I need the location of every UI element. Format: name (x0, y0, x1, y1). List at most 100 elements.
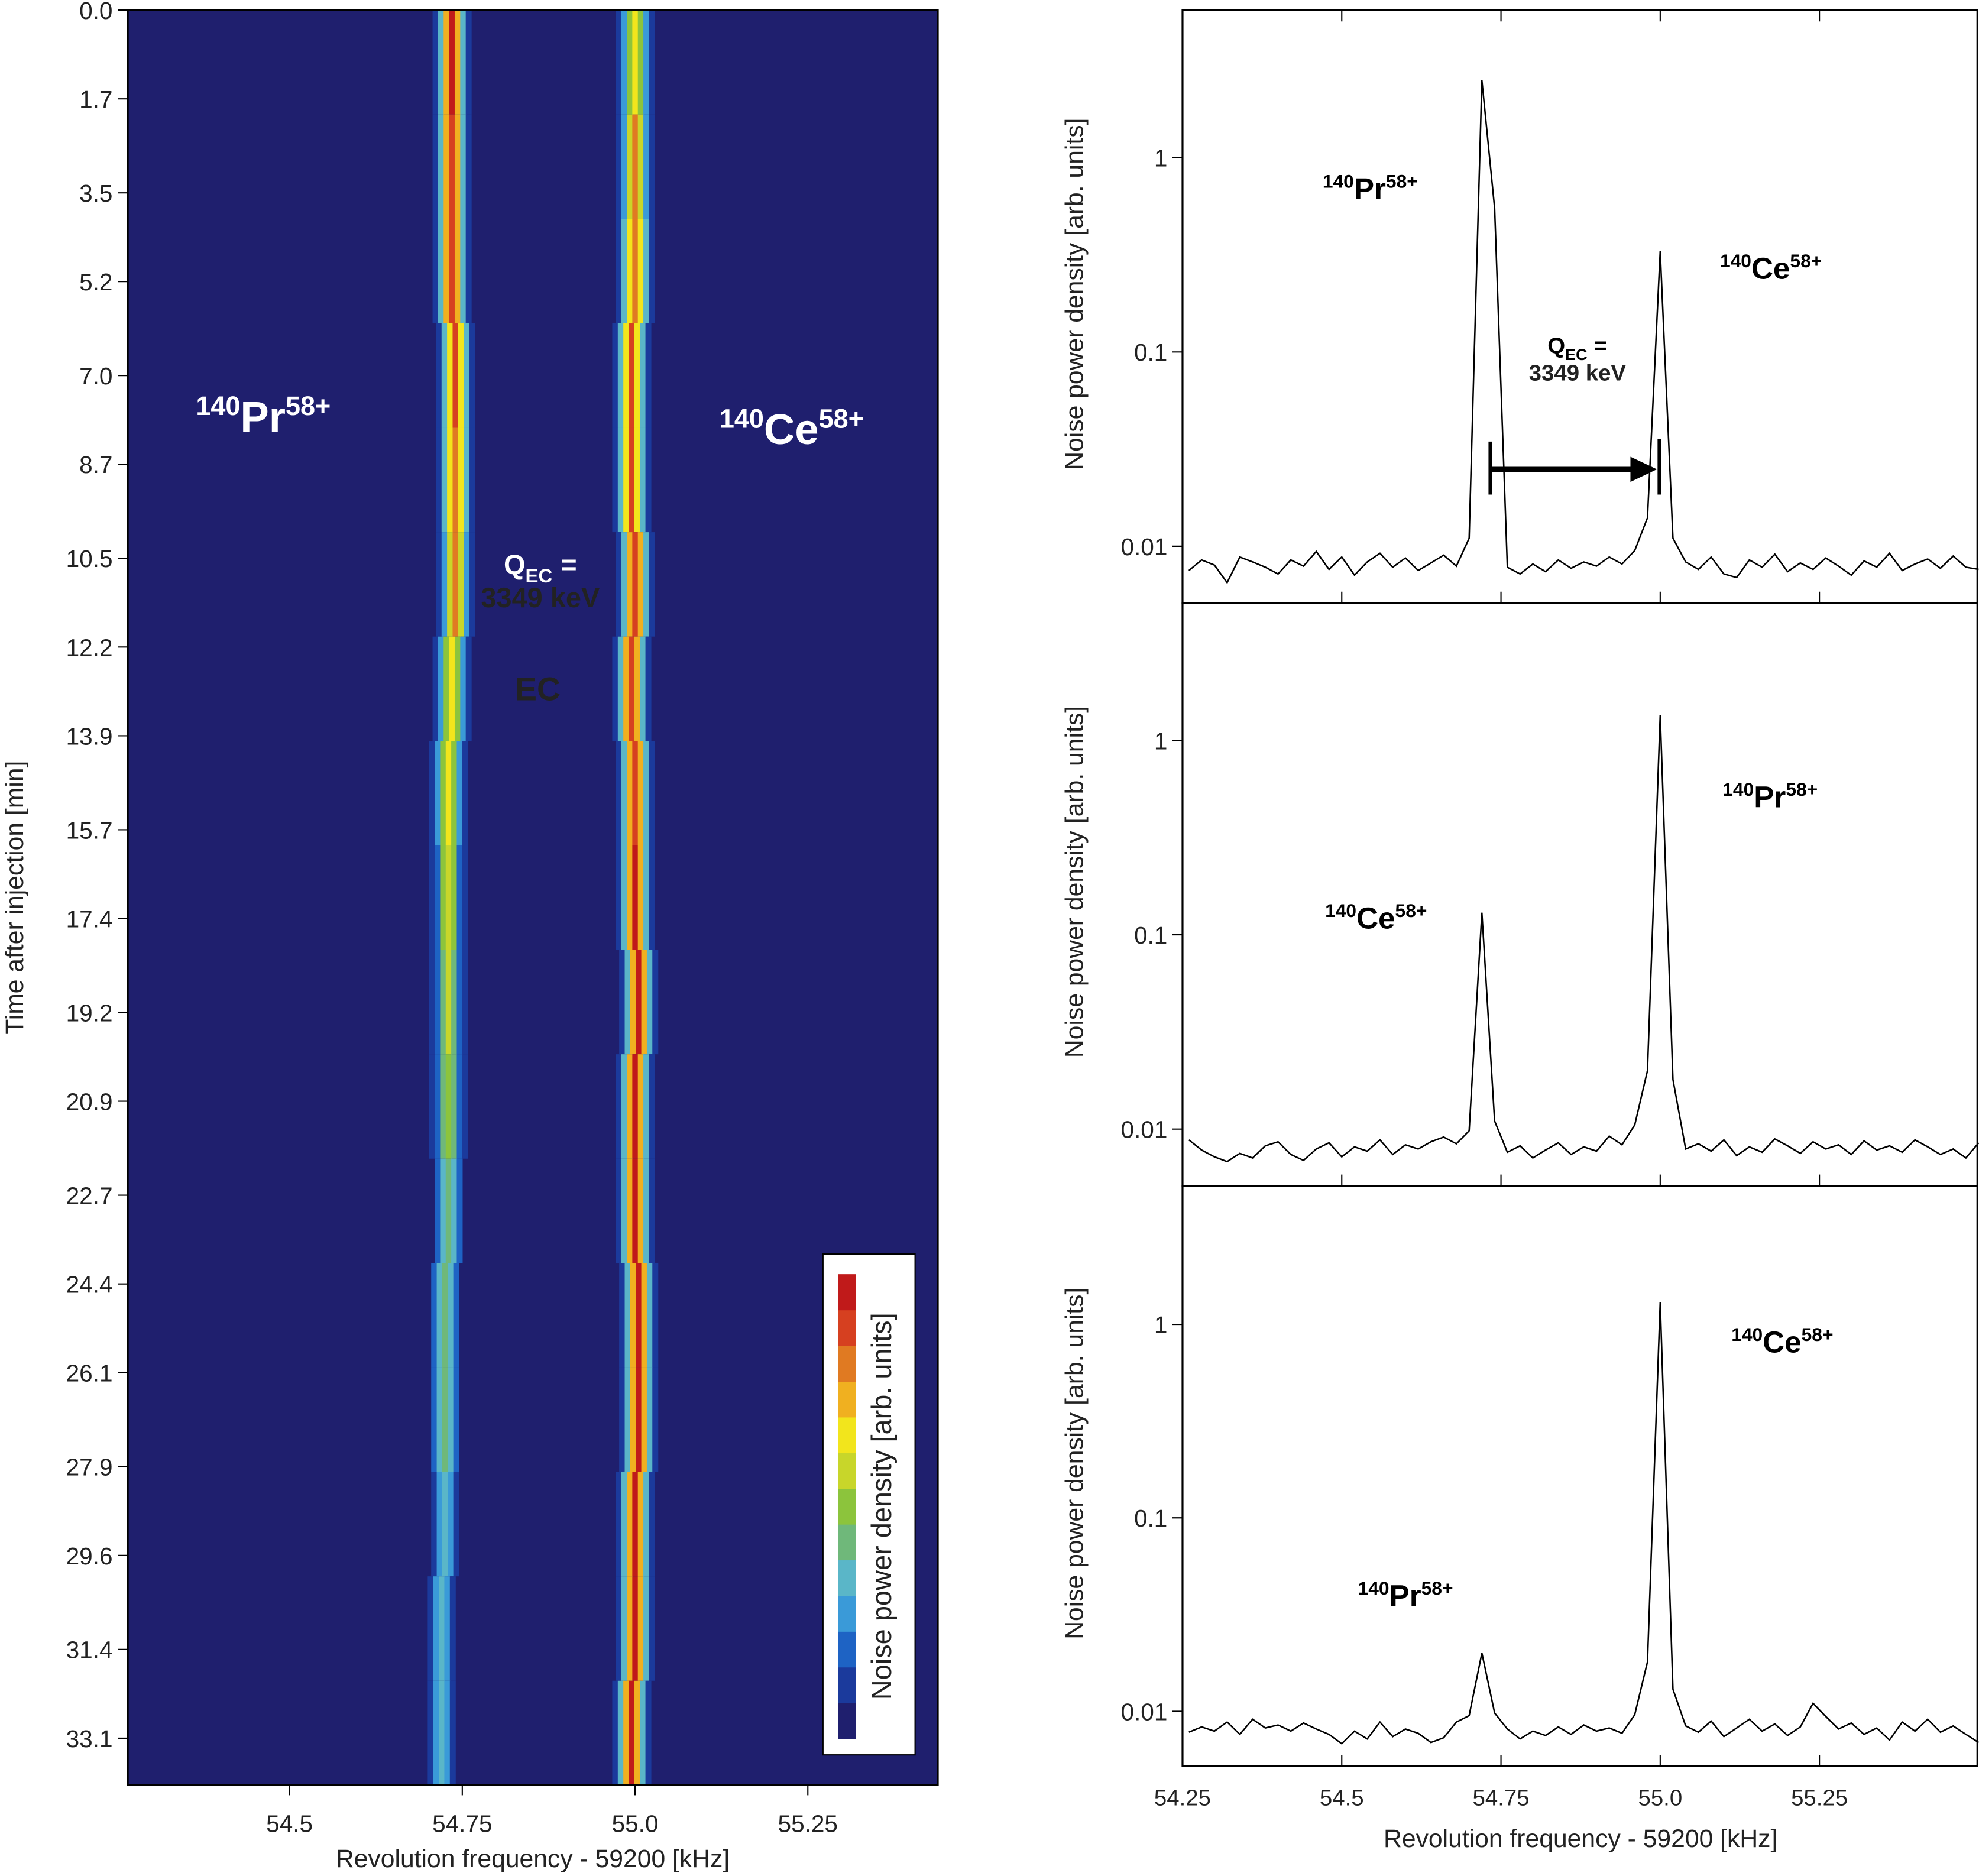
heat-cell (442, 1472, 448, 1577)
q-label: QEC = (1547, 333, 1607, 364)
heat-cell (451, 950, 458, 1055)
heat-cell (652, 1367, 659, 1472)
heat-cell (616, 741, 622, 845)
q-symbol: Q (1547, 333, 1565, 358)
heat-cell (612, 636, 618, 741)
spectrum-line (1188, 715, 1979, 1163)
heat-cell (452, 323, 459, 428)
heat-cell (643, 532, 650, 637)
spectrum-line (1188, 80, 1979, 584)
heat-cell (637, 845, 644, 950)
x-tick-label: 55.25 (1791, 1786, 1848, 1811)
y-tick-label: 8.7 (79, 451, 112, 478)
heat-cell (449, 219, 455, 323)
heat-cell (645, 427, 652, 533)
heat-cell (643, 10, 650, 115)
heat-cell (447, 532, 454, 637)
heat-cell (617, 427, 624, 533)
isotope-label: 140Ce58+ (1325, 900, 1427, 935)
heat-cell (645, 636, 652, 741)
heat-cell (441, 427, 448, 533)
y-tick-label: 26.1 (66, 1360, 113, 1387)
heat-cell (649, 114, 655, 219)
heat-cell (640, 323, 646, 428)
isotope-label: 140Ce58+ (1731, 1324, 1833, 1359)
plot-frame (1181, 9, 1978, 604)
heat-cell (643, 845, 650, 950)
heat-cell (629, 427, 635, 533)
heat-cell (616, 845, 622, 950)
y-tick-label: 1.7 (79, 86, 112, 113)
y-tick-label: 10.5 (66, 545, 113, 572)
element-symbol: Ce (1751, 252, 1790, 286)
heat-cell (451, 1054, 458, 1159)
mass-number: 140 (1323, 171, 1354, 192)
heat-cell (440, 950, 446, 1055)
heat-cell (454, 636, 461, 741)
y-tick-label: 3.5 (79, 180, 112, 207)
heat-cell (469, 427, 475, 533)
heat-cell (435, 845, 441, 950)
heat-cell (641, 1367, 647, 1472)
plot-frame (1181, 1185, 1978, 1767)
heat-cell (636, 950, 642, 1055)
heat-cell (629, 1680, 635, 1786)
heat-cell (627, 845, 633, 950)
heat-cell (616, 1576, 622, 1681)
heat-cell (637, 1472, 644, 1577)
heat-cell (469, 323, 475, 428)
heat-cell (640, 636, 646, 741)
y-tick-label: 0.1 (1134, 1505, 1167, 1532)
heat-cell (621, 1158, 627, 1263)
isotope-label: 140Pr58+ (1323, 171, 1418, 206)
heat-cell (451, 1158, 458, 1263)
colorbar-swatch (838, 1381, 856, 1418)
heat-cell (436, 427, 442, 533)
charge-state: 58+ (1386, 171, 1418, 192)
heat-cell (612, 1680, 618, 1786)
heat-cell (643, 1576, 650, 1681)
heat-cell (634, 323, 640, 428)
heat-cell (435, 1054, 441, 1159)
heat-cell (458, 427, 464, 533)
heat-cell (441, 323, 448, 428)
heat-cell (621, 845, 627, 950)
heat-cell (640, 427, 646, 533)
heat-cell (433, 1680, 439, 1786)
plot-background (128, 10, 938, 1786)
heat-cell (629, 636, 635, 741)
heat-cell (462, 741, 468, 845)
heat-cell (452, 532, 459, 637)
heat-cell (645, 1680, 652, 1786)
x-axis-label: Revolution frequency - 59200 [kHz] (1384, 1825, 1777, 1853)
heat-cell (649, 741, 655, 845)
heat-cell (469, 532, 475, 637)
heat-cell (649, 1158, 655, 1263)
heat-cell (427, 1576, 434, 1681)
charge-state: 58+ (1395, 900, 1427, 921)
heat-cell (643, 1054, 650, 1159)
heat-cell (439, 1576, 445, 1681)
heat-cell (449, 114, 455, 219)
x-tick-label: 54.75 (432, 1810, 492, 1837)
heat-cell (649, 10, 655, 115)
heat-cell (429, 1054, 435, 1159)
heat-cell (621, 741, 627, 845)
heat-cell (447, 323, 454, 428)
heat-cell (440, 845, 446, 950)
q-symbol: Q (504, 549, 526, 580)
heat-cell (460, 10, 467, 115)
y-tick-label: 0.1 (1134, 339, 1167, 366)
heat-cell (445, 741, 452, 845)
heat-cell (432, 10, 439, 115)
heat-cell (612, 427, 618, 533)
colorbar-swatch (838, 1703, 856, 1739)
heat-cell (433, 1576, 439, 1681)
heat-cell (646, 1263, 653, 1368)
q-equals: = (1594, 333, 1607, 358)
heat-cell (621, 532, 627, 637)
y-tick-label: 15.7 (66, 817, 113, 844)
y-tick-label: 1 (1154, 727, 1168, 754)
element-symbol: Pr (240, 393, 286, 441)
